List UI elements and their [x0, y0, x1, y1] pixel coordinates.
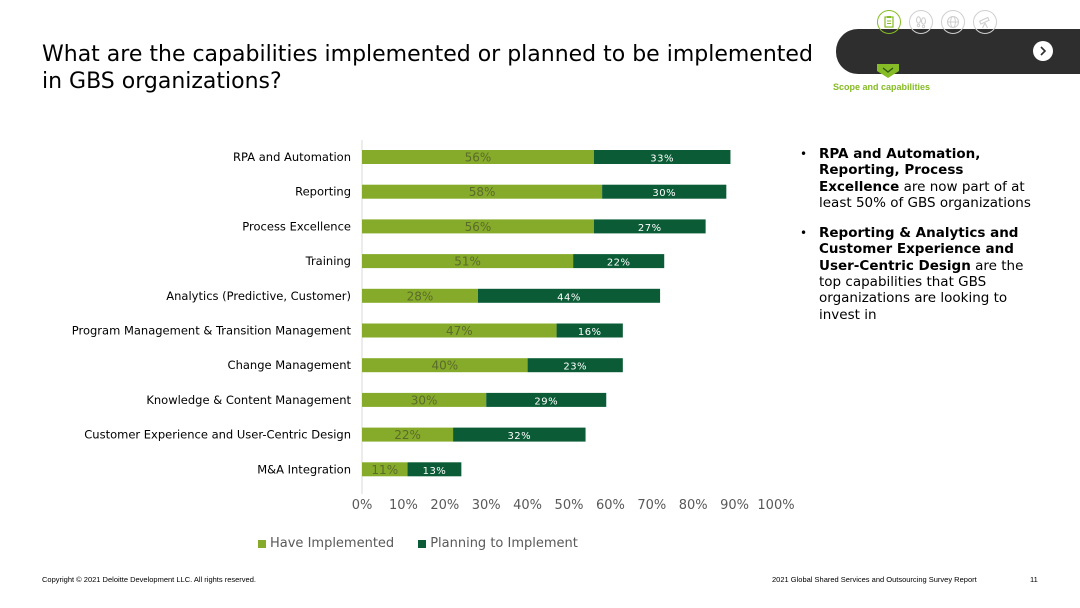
value-label-plan: 16%: [578, 327, 602, 338]
value-label-have: 11%: [371, 463, 398, 477]
clipboard-icon[interactable]: [877, 10, 901, 34]
bar-planning: [486, 392, 607, 407]
value-label-plan: 29%: [534, 396, 558, 407]
capabilities-bar-chart: RPA and Automation 56% 33% Reporting 58% 30% P…: [72, 140, 795, 513]
category-label: Process Excellence: [242, 219, 351, 233]
value-label-have: 40%: [431, 359, 458, 373]
globe-icon[interactable]: [941, 10, 965, 34]
chart-legend: Have Implemented Planning to Implement: [258, 536, 578, 551]
x-tick-label: 10%: [389, 498, 418, 513]
value-label-have: 30%: [411, 393, 438, 407]
x-tick-label: 70%: [637, 498, 666, 513]
legend-swatch-have: [258, 539, 266, 548]
bar-planning: [593, 150, 731, 164]
telescope-icon[interactable]: [973, 10, 997, 34]
category-label: Analytics (Predictive, Customer): [166, 289, 351, 303]
x-tick-label: 60%: [596, 498, 625, 513]
x-tick-label: 0%: [352, 498, 373, 513]
next-button[interactable]: [1033, 41, 1053, 61]
value-label-plan: 30%: [652, 188, 676, 199]
footer-copyright: Copyright © 2021 Deloitte Development LL…: [42, 575, 256, 584]
bar-planning: [453, 427, 586, 442]
category-label: Change Management: [228, 358, 352, 372]
bullet-item: • RPA and Automation, Reporting, Process…: [800, 146, 1036, 211]
bar-have-implemented: [362, 462, 408, 477]
bullet-bold: RPA and Automation, Reporting, Process E…: [819, 146, 981, 195]
bullet-item: • Reporting & Analytics and Customer Exp…: [800, 225, 1036, 323]
bar-have-implemented: [362, 288, 478, 303]
page-title: What are the capabilities implemented or…: [42, 42, 813, 94]
bar-planning: [556, 323, 623, 338]
bullet-text: are the top capabilities that GBS organi…: [819, 257, 1024, 323]
value-label-have: 56%: [465, 220, 492, 234]
footer-report-title: 2021 Global Shared Services and Outsourc…: [772, 575, 977, 584]
legend-item-plan: Planning to Implement: [418, 536, 578, 551]
bar-have-implemented: [362, 427, 454, 442]
bar-have-implemented: [362, 150, 594, 164]
legend-label-plan: Planning to Implement: [430, 536, 578, 551]
value-label-plan: 27%: [638, 223, 662, 234]
bullet-dot: •: [800, 226, 808, 241]
page-number: 11: [1030, 575, 1038, 584]
bar-planning: [602, 184, 727, 199]
category-label: Program Management & Transition Manageme…: [72, 324, 352, 338]
category-label: Knowledge & Content Management: [146, 393, 351, 407]
bullet-bold: Reporting & Analytics and Customer Exper…: [819, 225, 1019, 274]
value-label-have: 51%: [454, 255, 481, 269]
category-label: Reporting: [295, 185, 351, 199]
x-tick-label: 30%: [472, 498, 501, 513]
x-tick-label: 100%: [757, 498, 794, 513]
chevron-right-icon: [1040, 46, 1047, 56]
bar-planning: [477, 288, 661, 303]
bar-have-implemented: [362, 254, 574, 269]
legend-swatch-plan: [418, 539, 427, 548]
category-label: Customer Experience and User-Centric Des…: [84, 428, 351, 442]
bar-have-implemented: [362, 358, 528, 373]
bullet-text: are now part of at least 50% of GBS orga…: [819, 178, 1031, 211]
key-findings: • RPA and Automation, Reporting, Process…: [800, 146, 1036, 337]
value-label-plan: 32%: [507, 431, 531, 442]
legend-label-have: Have Implemented: [270, 536, 395, 551]
x-tick-label: 90%: [720, 498, 749, 513]
value-label-have: 47%: [446, 324, 473, 338]
value-label-have: 22%: [394, 428, 421, 442]
value-label-plan: 22%: [607, 258, 631, 269]
x-tick-label: 20%: [430, 498, 459, 513]
bar-planning: [407, 462, 462, 477]
value-label-have: 58%: [469, 185, 496, 199]
category-label: M&A Integration: [257, 462, 351, 476]
bar-have-implemented: [362, 323, 557, 338]
bar-have-implemented: [362, 184, 603, 199]
bar-planning: [527, 358, 623, 373]
x-tick-label: 50%: [555, 498, 584, 513]
bullet-dot: •: [800, 147, 808, 161]
bar-have-implemented: [362, 219, 594, 234]
value-label-have: 56%: [465, 151, 492, 165]
category-label: Training: [305, 254, 351, 268]
bar-planning: [593, 219, 706, 234]
x-tick-label: 80%: [679, 498, 708, 513]
value-label-plan: 13%: [423, 466, 447, 477]
value-label-plan: 33%: [650, 154, 674, 165]
category-label: RPA and Automation: [233, 150, 351, 164]
bar-planning: [573, 254, 665, 269]
section-label: Scope and capabilities: [833, 82, 931, 92]
x-tick-label: 40%: [513, 498, 542, 513]
footprints-icon[interactable]: [909, 10, 933, 34]
legend-item-have: Have Implemented: [258, 536, 394, 551]
active-section-marker: [877, 64, 899, 78]
bar-have-implemented: [362, 392, 487, 407]
value-label-have: 28%: [407, 289, 434, 303]
value-label-plan: 23%: [563, 362, 587, 373]
value-label-plan: 44%: [557, 292, 581, 303]
